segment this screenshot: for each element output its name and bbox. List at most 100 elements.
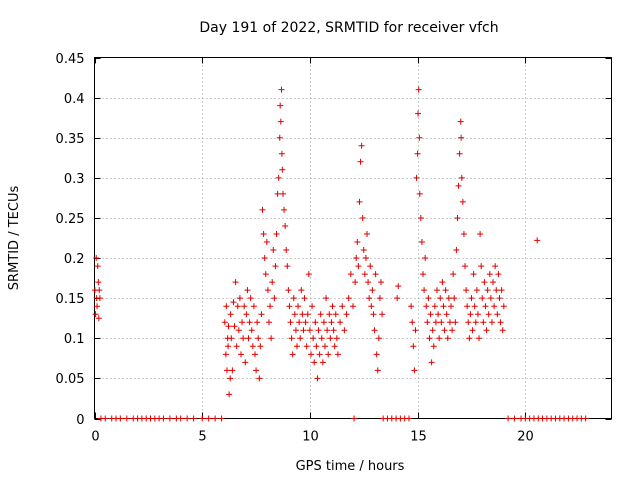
- data-point: [469, 327, 476, 334]
- data-point: [117, 415, 124, 422]
- data-point: [243, 311, 250, 318]
- data-point: [327, 335, 334, 342]
- data-point: [428, 359, 435, 366]
- data-point: [298, 287, 305, 294]
- data-point: [283, 247, 290, 254]
- data-point: [92, 311, 99, 318]
- data-point: [361, 271, 368, 278]
- data-point: [274, 190, 281, 197]
- data-point: [505, 415, 512, 422]
- data-point: [458, 174, 465, 181]
- data-point: [299, 311, 306, 318]
- data-point: [439, 279, 446, 286]
- data-point: [353, 255, 360, 262]
- data-point: [333, 335, 340, 342]
- data-point: [421, 287, 428, 294]
- data-point: [406, 415, 413, 422]
- data-point: [455, 182, 462, 189]
- data-point: [436, 335, 443, 342]
- data-point: [441, 327, 448, 334]
- data-point: [291, 311, 298, 318]
- data-point: [450, 271, 457, 278]
- data-point: [306, 327, 313, 334]
- data-point: [301, 295, 308, 302]
- data-point: [409, 319, 416, 326]
- data-point: [454, 214, 461, 221]
- data-point: [205, 415, 212, 422]
- data-point: [358, 142, 365, 149]
- data-point: [228, 335, 235, 342]
- data-point: [410, 343, 417, 350]
- data-point: [270, 247, 277, 254]
- data-point: [278, 86, 285, 93]
- data-point: [495, 271, 502, 278]
- data-point: [288, 335, 295, 342]
- data-point: [244, 287, 251, 294]
- data-point: [511, 415, 518, 422]
- data-point: [395, 283, 402, 290]
- data-point: [276, 134, 283, 141]
- y-tick-label: 0.25: [56, 212, 85, 227]
- data-point: [430, 343, 437, 350]
- data-point: [246, 319, 253, 326]
- data-point: [259, 206, 266, 213]
- data-point: [309, 303, 316, 310]
- x-tick-label: 0: [91, 430, 99, 445]
- data-point: [241, 303, 248, 310]
- data-point: [279, 166, 286, 173]
- data-point: [354, 239, 361, 246]
- data-point: [366, 295, 373, 302]
- data-point: [330, 327, 337, 334]
- data-point: [331, 343, 338, 350]
- data-point: [356, 198, 363, 205]
- data-point: [295, 303, 302, 310]
- data-point: [236, 295, 243, 302]
- data-point: [367, 263, 374, 270]
- plot-area-frame: [94, 57, 612, 419]
- data-point: [287, 319, 294, 326]
- x-tick-label: 5: [198, 430, 206, 445]
- data-point: [95, 279, 102, 286]
- data-point: [416, 190, 423, 197]
- y-tick-label: 0.35: [56, 132, 85, 147]
- data-point: [490, 279, 497, 286]
- data-point: [491, 303, 498, 310]
- data-point: [218, 415, 225, 422]
- data-point: [249, 343, 256, 350]
- data-point: [323, 295, 330, 302]
- x-tick-label: 15: [410, 430, 427, 445]
- data-point: [437, 295, 444, 302]
- data-point: [332, 311, 339, 318]
- data-point: [414, 150, 421, 157]
- data-point: [481, 279, 488, 286]
- data-point: [444, 335, 451, 342]
- data-point: [230, 299, 237, 306]
- data-point: [277, 118, 284, 125]
- data-point: [446, 319, 453, 326]
- data-point: [248, 327, 255, 334]
- data-point: [212, 415, 219, 422]
- data-point: [316, 351, 323, 358]
- data-point: [262, 271, 269, 278]
- data-point: [496, 295, 503, 302]
- data-point: [264, 287, 271, 294]
- data-point: [352, 279, 359, 286]
- axis-ticks: 0 0.05 0.1 0.15 0.2 0.25 0.3 0.35 0.4 0.45 0 5 10 15 2…: [56, 52, 612, 445]
- data-point: [500, 303, 507, 310]
- data-point: [95, 315, 102, 322]
- data-point: [582, 415, 589, 422]
- data-point: [350, 303, 356, 310]
- chart-title: Day 191 of 2022, SRMTID for receiver vfc…: [199, 20, 498, 36]
- data-point: [498, 287, 505, 294]
- data-point: [376, 295, 383, 302]
- data-point: [413, 174, 420, 181]
- data-point: [470, 271, 477, 278]
- data-point: [369, 287, 376, 294]
- x-axis-label: GPS time / hours: [296, 459, 405, 474]
- data-point: [297, 335, 304, 342]
- data-point: [456, 150, 463, 157]
- data-point: [408, 303, 415, 310]
- data-point: [426, 335, 433, 342]
- data-point: [464, 303, 471, 310]
- data-point: [177, 415, 184, 422]
